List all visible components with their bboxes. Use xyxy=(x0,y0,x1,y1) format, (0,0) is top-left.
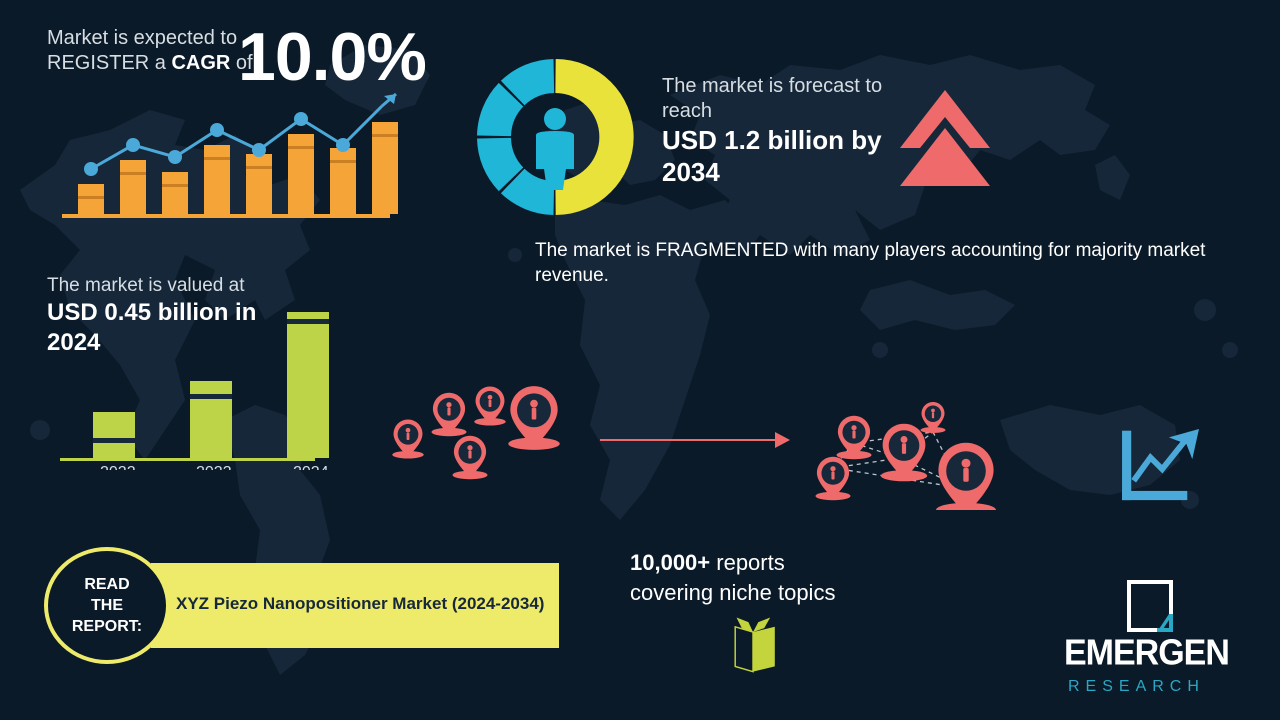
svg-text:2024: 2024 xyxy=(293,464,329,470)
svg-text:2023: 2023 xyxy=(196,464,232,470)
svg-text:2022: 2022 xyxy=(100,464,136,470)
